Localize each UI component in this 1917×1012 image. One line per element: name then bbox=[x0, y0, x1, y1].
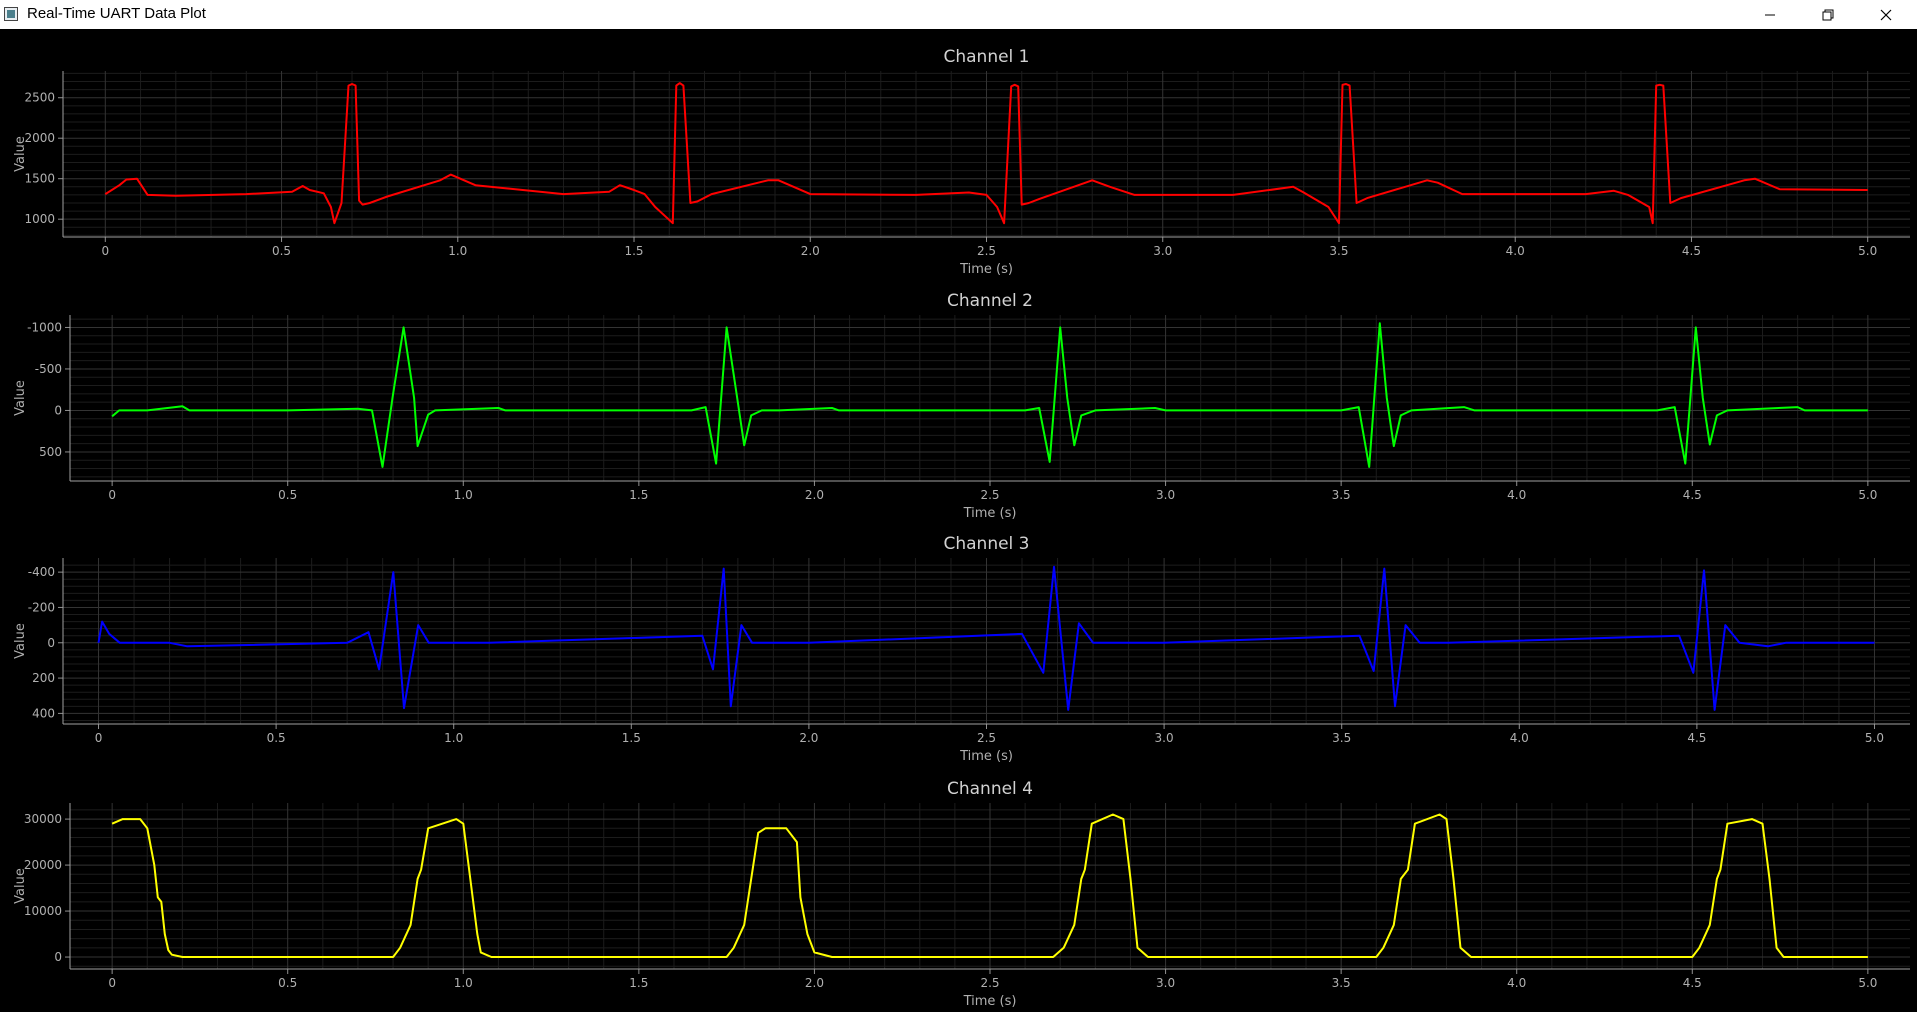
y-axis-label: Value bbox=[13, 868, 28, 904]
x-tick-label: 5.0 bbox=[1858, 976, 1877, 990]
y-tick-label: 0 bbox=[47, 636, 55, 650]
y-tick-label: 0 bbox=[54, 403, 62, 417]
x-tick-label: 5.0 bbox=[1865, 731, 1884, 745]
x-tick-label: 2.0 bbox=[801, 244, 820, 258]
x-tick-label: 1.0 bbox=[444, 731, 463, 745]
minimize-button[interactable] bbox=[1747, 0, 1793, 29]
chart-title: Channel 4 bbox=[947, 779, 1033, 799]
x-tick-label: 2.5 bbox=[980, 488, 999, 502]
chart-title: Channel 3 bbox=[943, 534, 1029, 554]
x-tick-label: 4.5 bbox=[1683, 488, 1702, 502]
y-tick-label: 10000 bbox=[24, 904, 62, 918]
channel-4-series-line bbox=[111, 813, 1868, 958]
x-axis-label: Time (s) bbox=[963, 994, 1017, 1008]
x-tick-label: 0.5 bbox=[278, 976, 297, 990]
restore-icon bbox=[1822, 9, 1834, 21]
x-tick-label: 4.0 bbox=[1507, 976, 1526, 990]
x-tick-label: 4.5 bbox=[1682, 244, 1701, 258]
x-axis-label: Time (s) bbox=[959, 749, 1013, 764]
y-tick-label: -500 bbox=[35, 362, 62, 376]
x-tick-label: 2.0 bbox=[799, 731, 818, 745]
channel-2-series-line bbox=[111, 322, 1868, 468]
x-tick-label: 0 bbox=[95, 731, 103, 745]
x-tick-label: 1.0 bbox=[448, 244, 467, 258]
channel-4-plot[interactable]: 0 0.5 1.0 1.5 2.0 2.5 3.0 3.5 4.0 4.5 5.0 0 10000 200… bbox=[13, 779, 1910, 1009]
x-tick-label: 0.5 bbox=[272, 244, 291, 258]
y-tick-label: 20000 bbox=[24, 858, 62, 872]
close-button[interactable] bbox=[1863, 0, 1909, 29]
x-tick-label: 0 bbox=[101, 244, 109, 258]
y-axis-label: Value bbox=[13, 380, 28, 416]
x-tick-label: 1.5 bbox=[629, 488, 648, 502]
y-tick-label: 200 bbox=[32, 671, 55, 685]
x-tick-label: 5.0 bbox=[1858, 488, 1877, 502]
y-tick-label: 30000 bbox=[24, 812, 62, 826]
y-tick-label: 500 bbox=[39, 445, 62, 459]
window-title: Real-Time UART Data Plot bbox=[27, 5, 206, 22]
x-axis-label: Time (s) bbox=[963, 506, 1017, 521]
y-tick-label: 2500 bbox=[24, 91, 55, 105]
minimize-icon bbox=[1765, 14, 1775, 16]
x-tick-label: 3.5 bbox=[1332, 488, 1351, 502]
x-axis-label: Time (s) bbox=[959, 262, 1013, 277]
x-tick-label: 1.0 bbox=[454, 488, 473, 502]
x-tick-label: 3.0 bbox=[1153, 244, 1172, 258]
window-titlebar[interactable]: Real-Time UART Data Plot bbox=[0, 0, 1917, 29]
y-axis-label: Value bbox=[13, 136, 28, 172]
x-tick-label: 4.0 bbox=[1506, 244, 1525, 258]
y-tick-label: 1500 bbox=[24, 172, 55, 186]
channel-1-plot[interactable]: 0 0.5 1.0 1.5 2.0 2.5 3.0 3.5 4.0 4.5 5.0 1000 1500 2… bbox=[13, 47, 1910, 277]
chart-title: Channel 1 bbox=[943, 47, 1029, 67]
x-tick-label: 1.5 bbox=[624, 244, 643, 258]
x-tick-label: 4.0 bbox=[1507, 488, 1526, 502]
channel-1-series-line bbox=[104, 82, 1868, 225]
x-tick-label: 4.5 bbox=[1683, 976, 1702, 990]
y-tick-label: -1000 bbox=[27, 320, 62, 334]
x-tick-label: 0.5 bbox=[278, 488, 297, 502]
x-tick-label: 5.0 bbox=[1858, 244, 1877, 258]
close-icon bbox=[1880, 9, 1892, 21]
x-tick-label: 2.5 bbox=[980, 976, 999, 990]
y-axis-label: Value bbox=[13, 623, 28, 659]
x-tick-label: 2.5 bbox=[977, 731, 996, 745]
y-tick-label: 2000 bbox=[24, 131, 55, 145]
app-icon bbox=[4, 7, 18, 21]
channel-3-series-line bbox=[97, 565, 1875, 711]
x-tick-label: 3.0 bbox=[1156, 488, 1175, 502]
x-tick-label: 2.0 bbox=[805, 488, 824, 502]
plot-area[interactable]: 0 0.5 1.0 1.5 2.0 2.5 3.0 3.5 4.0 4.5 5.0 1000 1500 2… bbox=[0, 29, 1917, 1009]
y-tick-label: 400 bbox=[32, 706, 55, 720]
y-tick-label: 1000 bbox=[24, 212, 55, 226]
chart-title: Channel 2 bbox=[947, 291, 1033, 311]
channel-3-plot[interactable]: 0 0.5 1.0 1.5 2.0 2.5 3.0 3.5 4.0 4.5 5.0 -400 -200 0… bbox=[13, 534, 1910, 764]
y-tick-label: -200 bbox=[28, 600, 55, 614]
x-tick-label: 1.5 bbox=[629, 976, 648, 990]
x-tick-label: 3.5 bbox=[1332, 976, 1351, 990]
x-tick-label: 3.0 bbox=[1155, 731, 1174, 745]
x-tick-label: 3.0 bbox=[1156, 976, 1175, 990]
plots-canvas[interactable]: 0 0.5 1.0 1.5 2.0 2.5 3.0 3.5 4.0 4.5 5.0 1000 1500 2… bbox=[0, 29, 1917, 1009]
x-tick-label: 1.0 bbox=[454, 976, 473, 990]
x-tick-label: 2.0 bbox=[805, 976, 824, 990]
x-tick-label: 3.5 bbox=[1332, 731, 1351, 745]
x-tick-label: 2.5 bbox=[977, 244, 996, 258]
x-tick-label: 4.5 bbox=[1687, 731, 1706, 745]
x-tick-label: 3.5 bbox=[1329, 244, 1348, 258]
x-tick-label: 1.5 bbox=[622, 731, 641, 745]
x-tick-label: 0 bbox=[108, 976, 116, 990]
maximize-button[interactable] bbox=[1805, 0, 1851, 29]
y-tick-label: 0 bbox=[54, 950, 62, 964]
x-tick-label: 0 bbox=[108, 488, 116, 502]
x-tick-label: 4.0 bbox=[1510, 731, 1529, 745]
channel-2-plot[interactable]: 0 0.5 1.0 1.5 2.0 2.5 3.0 3.5 4.0 4.5 5.0 -1000 -500… bbox=[13, 291, 1910, 521]
y-tick-label: -400 bbox=[28, 565, 55, 579]
x-tick-label: 0.5 bbox=[267, 731, 286, 745]
